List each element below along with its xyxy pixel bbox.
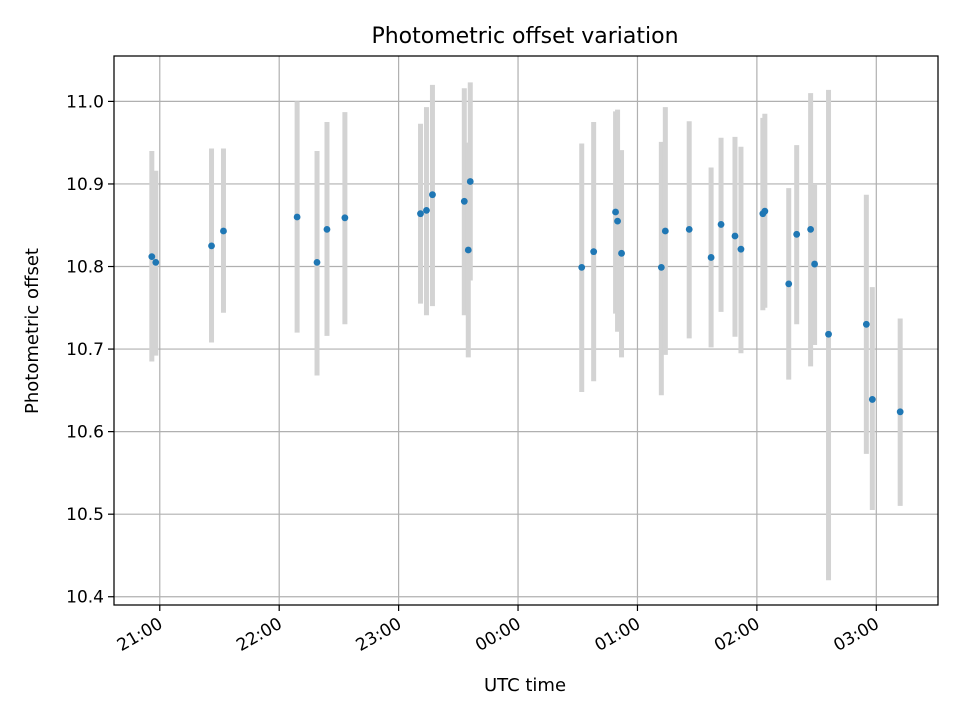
y-tick-label: 10.6 (66, 423, 104, 443)
data-point (429, 191, 436, 199)
data-point (208, 242, 215, 250)
data-point (707, 254, 715, 261)
chart-title: Photometric offset variation (371, 24, 678, 49)
data-point (896, 408, 904, 416)
data-point (417, 210, 424, 218)
data-point (661, 227, 669, 235)
data-point (785, 280, 793, 288)
data-point (685, 225, 693, 233)
data-point (293, 213, 301, 221)
data-point (460, 197, 468, 205)
y-tick-label: 10.5 (66, 505, 104, 525)
data-point (464, 246, 472, 254)
data-point (152, 258, 160, 266)
data-point (807, 225, 815, 233)
data-point (737, 245, 745, 253)
data-point (612, 208, 619, 216)
y-tick-label: 11.0 (66, 92, 104, 112)
data-point (423, 206, 430, 214)
data-point (341, 214, 349, 222)
data-point (466, 178, 474, 185)
data-points (148, 178, 904, 416)
data-point (862, 320, 870, 328)
y-tick-label: 10.4 (66, 588, 104, 608)
y-axis-label: Photometric offset (22, 248, 43, 414)
data-point (657, 263, 665, 271)
plot-frame (113, 55, 939, 606)
data-point (313, 258, 321, 266)
y-tick-label: 10.7 (66, 340, 104, 360)
x-axis-label: UTC time (484, 675, 566, 696)
data-point (811, 260, 818, 268)
data-point (323, 225, 331, 233)
data-point (717, 221, 725, 228)
data-point (825, 330, 832, 338)
data-point (618, 249, 625, 257)
data-point (220, 227, 227, 235)
data-point (761, 207, 769, 215)
data-point (578, 263, 586, 271)
grid (114, 56, 938, 605)
data-point (731, 232, 739, 240)
y-tick-label: 10.8 (66, 258, 104, 278)
data-point (148, 253, 156, 261)
data-point (868, 396, 876, 403)
data-point (590, 248, 598, 256)
y-tick-label: 10.9 (66, 175, 104, 195)
y-axis-ticks: 10.4 10.5 10.6 10.7 10.8 10.9 11.0 (66, 92, 114, 608)
data-point (614, 217, 621, 225)
data-point (793, 230, 801, 238)
